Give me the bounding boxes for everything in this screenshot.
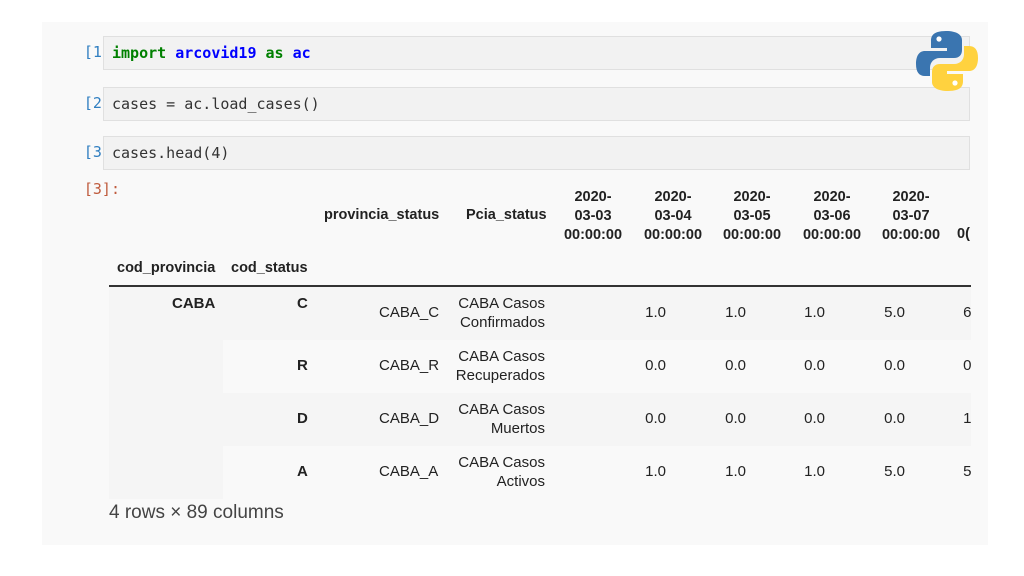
cell-value: 1.0 bbox=[963, 410, 971, 427]
date-part: 03-05 bbox=[733, 208, 771, 224]
cell-pcia-status: CABA Casos Recuperados bbox=[435, 347, 545, 385]
pcia-line: CABA Casos bbox=[458, 348, 545, 365]
date-part: 03-06 bbox=[813, 208, 851, 224]
code-input-2[interactable]: cases = ac.load_cases() bbox=[103, 87, 970, 121]
column-header-provincia-status: provincia_status bbox=[324, 207, 440, 223]
dataframe-output: provincia_status Pcia_status 2020- 03-03… bbox=[109, 180, 971, 505]
code-input-1[interactable]: import arcovid19 as ac bbox=[103, 36, 970, 70]
date-part: 2020- bbox=[813, 189, 851, 205]
date-part: 03-03 bbox=[574, 208, 612, 224]
date-part: 00:00:00 bbox=[881, 227, 941, 243]
cell-value: 1.0 bbox=[725, 463, 746, 480]
date-part: 00:00:00 bbox=[722, 227, 782, 243]
header-divider bbox=[109, 285, 971, 287]
cell-value: 0.0 bbox=[725, 410, 746, 427]
column-header-date: 2020- 03-05 00:00:00 bbox=[715, 188, 789, 245]
cell-value: 1.0 bbox=[725, 304, 746, 321]
notebook: [1]: import arcovid19 as ac [2]: cases =… bbox=[42, 22, 988, 545]
date-part: 03-04 bbox=[654, 208, 692, 224]
dataframe-summary: 4 rows × 89 columns bbox=[109, 502, 284, 523]
column-header-pcia-status: Pcia_status bbox=[466, 207, 547, 223]
cell-value: 1.0 bbox=[804, 304, 825, 321]
pcia-line: Confirmados bbox=[459, 314, 545, 331]
cell-value: 5.0 bbox=[963, 463, 971, 480]
pcia-line: CABA Casos bbox=[458, 454, 545, 471]
cell-value: 0.0 bbox=[725, 357, 746, 374]
cell-value: 0.0 bbox=[884, 357, 905, 374]
cell-value: 6.0 bbox=[963, 304, 971, 321]
index-value-status: C bbox=[297, 295, 308, 312]
row-stripe bbox=[223, 393, 971, 446]
column-header-cut: 0( bbox=[957, 226, 970, 242]
cell-provincia-status: CABA_D bbox=[379, 410, 440, 427]
pcia-line: Activos bbox=[496, 473, 545, 490]
date-part: 2020- bbox=[654, 189, 692, 205]
cell-value: 0.0 bbox=[804, 410, 825, 427]
code-token bbox=[166, 44, 175, 62]
cell-provincia-status: CABA_A bbox=[379, 463, 439, 480]
index-name-cod-provincia: cod_provincia bbox=[117, 260, 216, 276]
cell-pcia-status: CABA Casos Activos bbox=[435, 453, 545, 491]
index-value-status: R bbox=[297, 357, 308, 374]
date-part: 2020- bbox=[574, 189, 612, 205]
column-header-date: 2020- 03-03 00:00:00 bbox=[556, 188, 630, 245]
cell-pcia-status: CABA Casos Confirmados bbox=[435, 294, 545, 332]
date-part: 2020- bbox=[733, 189, 771, 205]
pcia-line: Recuperados bbox=[455, 367, 545, 384]
date-part: 03-07 bbox=[892, 208, 930, 224]
column-header-date: 2020- 03-06 00:00:00 bbox=[795, 188, 869, 245]
code-input-3[interactable]: cases.head(4) bbox=[103, 136, 970, 170]
column-header-date: 2020- 03-04 00:00:00 bbox=[636, 188, 710, 245]
index-name-cod-status: cod_status bbox=[231, 260, 308, 276]
pcia-line: CABA Casos bbox=[458, 295, 545, 312]
cell-value: 0.0 bbox=[804, 357, 825, 374]
code-token: arcovid19 bbox=[175, 44, 257, 62]
date-part: 00:00:00 bbox=[563, 227, 623, 243]
cell-value: 0.0 bbox=[884, 410, 905, 427]
index-value-status: A bbox=[297, 463, 308, 480]
cell-provincia-status: CABA_R bbox=[379, 357, 440, 374]
row-stripe bbox=[223, 287, 971, 340]
index-value-status: D bbox=[297, 410, 308, 427]
cell-provincia-status: CABA_C bbox=[379, 304, 440, 321]
cell-pcia-status: CABA Casos Muertos bbox=[435, 400, 545, 438]
cell-value: 1.0 bbox=[645, 463, 666, 480]
date-part: 2020- bbox=[892, 189, 930, 205]
index-value-province: CABA bbox=[172, 295, 216, 312]
code-token bbox=[257, 44, 266, 62]
code-token: ac bbox=[292, 44, 311, 62]
cell-value: 5.0 bbox=[884, 304, 905, 321]
cell-value: 5.0 bbox=[884, 463, 905, 480]
cell-value: 0.0 bbox=[645, 357, 666, 374]
cell-value: 1.0 bbox=[645, 304, 666, 321]
column-header-date: 2020- 03-07 00:00:00 bbox=[874, 188, 948, 245]
code-token bbox=[284, 44, 293, 62]
pcia-line: CABA Casos bbox=[458, 401, 545, 418]
index-column-bg bbox=[109, 287, 223, 499]
date-part: 00:00:00 bbox=[643, 227, 703, 243]
pcia-line: Muertos bbox=[490, 420, 545, 437]
code-token: import bbox=[112, 44, 167, 62]
cell-value: 1.0 bbox=[804, 463, 825, 480]
date-part: 00:00:00 bbox=[802, 227, 862, 243]
cell-value: 0.0 bbox=[963, 357, 971, 374]
code-token: as bbox=[265, 44, 284, 62]
cell-value: 0.0 bbox=[645, 410, 666, 427]
python-logo-icon bbox=[916, 31, 978, 91]
output-prompt: [3]: bbox=[83, 180, 120, 198]
